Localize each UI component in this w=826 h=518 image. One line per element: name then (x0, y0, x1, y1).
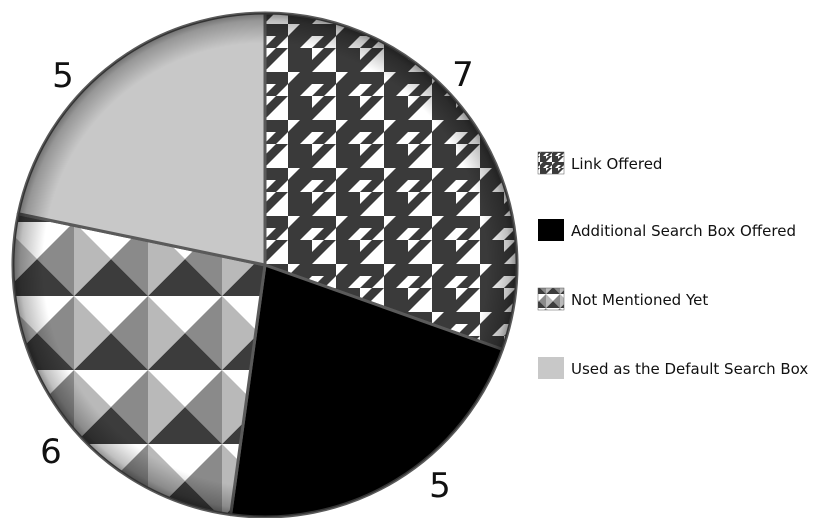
legend-swatch-light-gray (538, 357, 564, 379)
pie-data-labels: 7 5 6 5 (40, 55, 474, 506)
legend-swatch-black (538, 219, 564, 241)
legend-item-additional-search-box-offered: Additional Search Box Offered (538, 219, 796, 241)
legend-swatch-houndstooth (537, 151, 565, 175)
data-label-link-offered: 7 (452, 55, 474, 95)
data-label-not-mentioned-yet: 6 (40, 432, 62, 472)
data-label-used-as-the-default-search-box: 5 (52, 56, 74, 96)
legend-label: Used as the Default Search Box (571, 360, 808, 378)
data-label-additional-search-box-offered: 5 (429, 466, 451, 506)
legend-swatch-pyramid (537, 287, 565, 311)
legend-item-not-mentioned-yet: Not Mentioned Yet (537, 287, 708, 311)
legend-label: Link Offered (571, 155, 662, 173)
legend-label: Not Mentioned Yet (571, 291, 708, 309)
legend: Link Offered Additional Search Box Offer… (537, 151, 808, 379)
legend-item-link-offered: Link Offered (537, 151, 662, 175)
pie-slices (11, 11, 519, 518)
legend-item-used-as-default-search-box: Used as the Default Search Box (538, 357, 808, 379)
legend-label: Additional Search Box Offered (571, 222, 796, 240)
